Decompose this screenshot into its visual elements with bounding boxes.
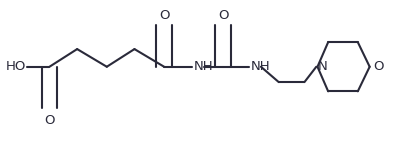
Text: NH: NH [194, 60, 213, 73]
Text: O: O [159, 9, 169, 22]
Text: O: O [374, 60, 384, 73]
Text: O: O [218, 9, 229, 22]
Text: NH: NH [251, 60, 271, 73]
Text: O: O [44, 114, 55, 127]
Text: N: N [318, 60, 327, 73]
Text: HO: HO [5, 60, 26, 73]
